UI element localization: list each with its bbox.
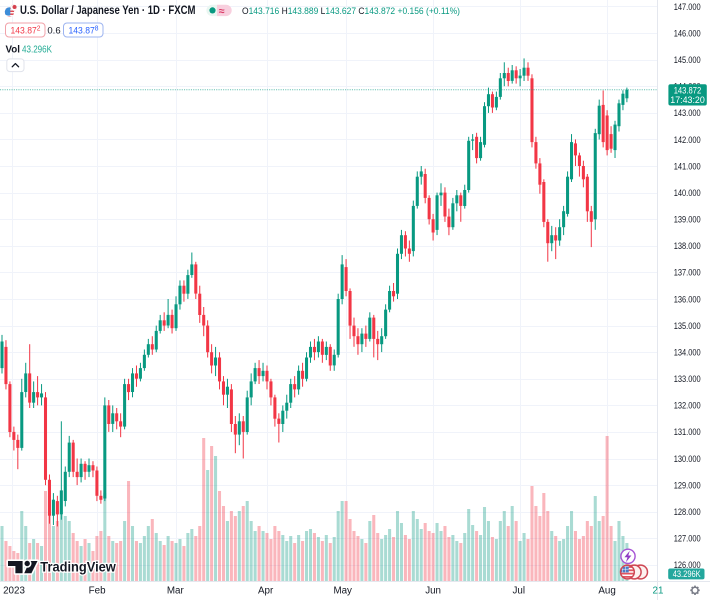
svg-text:139.000: 139.000 xyxy=(674,215,701,225)
svg-text:134.000: 134.000 xyxy=(674,348,701,358)
svg-text:130.000: 130.000 xyxy=(674,454,701,464)
svg-text:Jul: Jul xyxy=(513,586,526,597)
svg-text:21: 21 xyxy=(653,586,664,597)
svg-text:133.000: 133.000 xyxy=(674,374,701,384)
svg-text:145.000: 145.000 xyxy=(674,55,701,65)
svg-text:137.000: 137.000 xyxy=(674,268,701,278)
svg-text:O143.716 H143.889 L143.627 C14: O143.716 H143.889 L143.627 C143.872 +0.1… xyxy=(242,5,460,16)
svg-text:142.000: 142.000 xyxy=(674,135,701,145)
svg-text:138.000: 138.000 xyxy=(674,241,701,251)
svg-text:U.S. Dollar / Japanese Yen · 1: U.S. Dollar / Japanese Yen · 1D · FXCM xyxy=(20,3,196,17)
svg-text:143.872: 143.872 xyxy=(674,86,702,96)
svg-text:Apr: Apr xyxy=(258,586,274,597)
svg-text:127.000: 127.000 xyxy=(674,534,701,544)
svg-text:143.872: 143.872 xyxy=(11,24,41,37)
svg-text:0.6: 0.6 xyxy=(47,25,60,36)
svg-text:146.000: 146.000 xyxy=(674,28,701,38)
svg-text:TradingView: TradingView xyxy=(40,559,116,575)
svg-text:128.000: 128.000 xyxy=(674,507,701,517)
svg-text:43.296K: 43.296K xyxy=(22,45,52,56)
svg-text:Jun: Jun xyxy=(425,586,441,597)
svg-text:43.296K: 43.296K xyxy=(673,569,702,579)
svg-text:143.878: 143.878 xyxy=(69,24,99,37)
svg-text:May: May xyxy=(333,586,352,597)
svg-text:≈: ≈ xyxy=(219,5,225,17)
svg-text:2023: 2023 xyxy=(3,586,25,597)
svg-text:135.000: 135.000 xyxy=(674,321,701,331)
svg-text:132.000: 132.000 xyxy=(674,401,701,411)
svg-text:126.000: 126.000 xyxy=(674,560,701,570)
svg-text:Vol: Vol xyxy=(6,45,21,56)
svg-text:143.000: 143.000 xyxy=(674,108,701,118)
svg-text:Mar: Mar xyxy=(167,586,185,597)
svg-text:141.000: 141.000 xyxy=(674,161,701,171)
svg-text:17:43:20: 17:43:20 xyxy=(670,95,705,105)
svg-text:Feb: Feb xyxy=(89,586,106,597)
svg-text:Aug: Aug xyxy=(598,586,615,597)
svg-text:147.000: 147.000 xyxy=(674,2,701,12)
svg-text:140.000: 140.000 xyxy=(674,188,701,198)
svg-text:129.000: 129.000 xyxy=(674,480,701,490)
svg-text:131.000: 131.000 xyxy=(674,427,701,437)
svg-text:136.000: 136.000 xyxy=(674,294,701,304)
